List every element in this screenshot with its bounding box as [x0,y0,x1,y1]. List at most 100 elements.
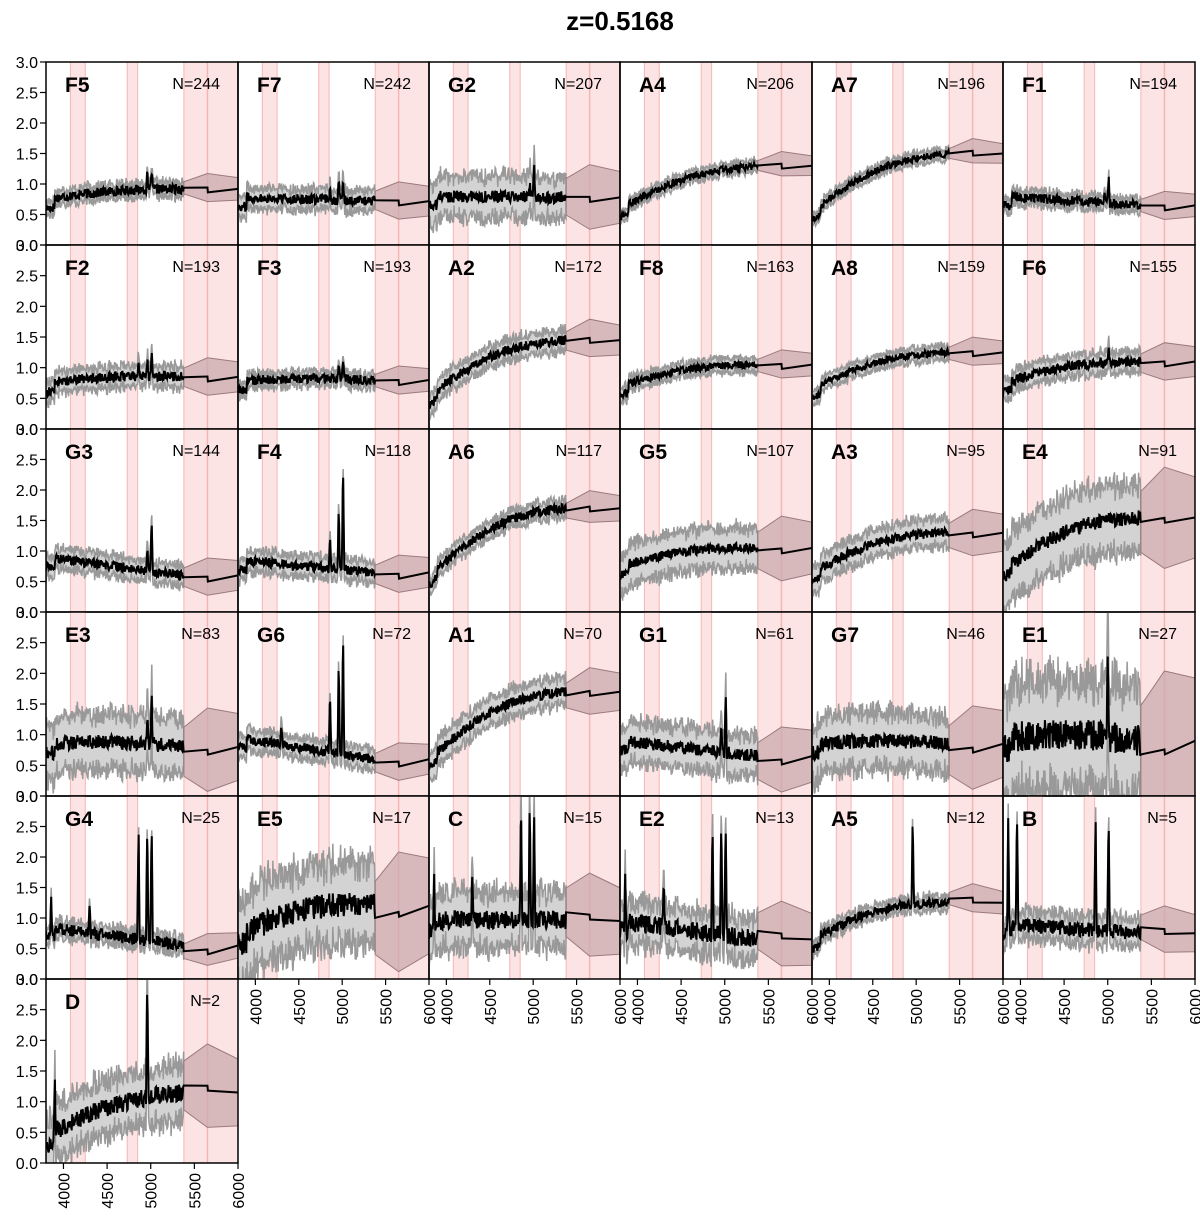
panel-count: N=193 [172,259,220,276]
wavelength-band [835,796,852,979]
x-tick-label: 5000 [144,1173,161,1209]
panel-count: N=72 [372,626,411,643]
panel-count: N=91 [1138,443,1177,460]
interpolated-band [183,557,238,596]
panel-A3: A3 N=95 [811,428,1004,613]
spread-band [238,635,376,775]
y-tick-label: 1.0 [16,361,38,378]
panel-A2: A2 N=172 [428,244,621,430]
median-spectrum-line [620,833,812,948]
panel-A6: A6 N=117 [428,428,621,613]
x-tick-label: 4000 [630,989,647,1025]
panel-label: F7 [257,74,282,97]
panel-F2: F2 N=193 0.0 0.5 1.0 1.5 2.0 2.5 3.0 [16,238,239,439]
panel-label: E5 [257,808,283,831]
wavelength-band [892,796,904,979]
panel-count: N=244 [172,76,220,93]
x-tick-label: 5000 [718,989,735,1025]
wavelength-band [126,429,139,612]
x-tick-label: 4500 [674,989,691,1025]
median-spectrum-line [812,731,1003,763]
interpolated-band [757,726,812,793]
x-tick-label: 4000 [1013,989,1030,1025]
median-spectrum-line [1003,347,1195,398]
panel-G4: G4 N=25 0.0 0.5 1.0 1.5 2.0 2.5 3.0 [16,789,239,989]
median-spectrum-line [46,352,238,400]
y-tick-label: 2.0 [16,1033,38,1050]
y-tick-label: 1.5 [16,881,38,898]
y-tick-label: 2.0 [16,666,38,683]
interpolated-band [183,707,238,792]
interpolated-band [948,508,1003,557]
y-tick-label: 0.5 [16,391,38,408]
panel-A8: A8 N=159 [811,244,1004,430]
x-tick-label: 6000 [231,1173,248,1209]
interpolated-band [374,742,429,781]
interpolated-band [948,138,1003,164]
panel-F3: F3 N=193 [237,244,430,430]
spread-band [1003,472,1142,612]
panel-label: F4 [257,441,282,464]
spread-band [1003,335,1142,407]
panel-label: F1 [1022,74,1047,97]
panel-G5: G5 N=107 [619,428,813,613]
x-tick-label: 4500 [483,989,500,1025]
panel-F8: F8 N=163 [619,244,813,430]
y-tick-label: 1.5 [16,330,38,347]
wavelength-band [700,62,713,245]
x-tick-label: 5500 [953,989,970,1025]
panel-G7: G7 N=46 [811,611,1004,797]
panel-count: N=5 [1147,810,1177,827]
interpolated-band [183,357,238,396]
interpolated-band [565,872,620,957]
interpolated-band [948,883,1003,915]
wavelength-band [318,612,330,796]
median-spectrum-line [46,994,238,1153]
panel-D: D N=2 0.0 0.5 1.0 1.5 2.0 2.5 3.0 4000 4500 5000 550… [16,972,248,1209]
y-tick-label: 1.5 [16,1064,38,1081]
y-tick-label: 1.0 [16,728,38,745]
x-tick-label: 4500 [866,989,883,1025]
spread-band [46,664,185,794]
panel-E4: E4 N=91 [1002,428,1196,613]
panel-count: N=155 [1129,259,1177,276]
panel-count: N=163 [746,259,794,276]
x-tick-label: 4000 [439,989,456,1025]
wavelength-band [757,245,812,429]
median-spectrum-line [429,164,620,212]
interpolated-band [757,150,812,177]
interpolated-band [757,900,812,967]
interpolated-band [183,173,238,203]
panel-count: N=144 [172,443,220,460]
panel-count: N=242 [363,76,411,93]
interpolated-band [374,851,429,973]
median-spectrum-line [238,477,429,580]
median-spectrum-line [1003,176,1195,212]
panel-count: N=207 [554,76,602,93]
y-tick-label: 1.5 [16,147,38,164]
panel-count: N=196 [937,76,985,93]
x-tick-label: 6000 [422,989,439,1025]
spread-band [1003,169,1142,219]
panel-label: A7 [831,74,858,97]
panel-label: F6 [1022,257,1047,280]
x-tick-label: 5500 [187,1173,204,1209]
y-tick-label: 0.0 [16,789,38,806]
spread-band [620,672,759,786]
median-spectrum-line [812,826,1003,953]
median-spectrum-line [429,813,620,939]
y-tick-label: 1.0 [16,177,38,194]
panel-count: N=118 [365,443,412,460]
y-tick-label: 2.5 [16,820,38,837]
interpolated-band [565,667,620,715]
panel-count: N=117 [556,443,603,460]
wavelength-band [318,245,330,429]
x-tick-label: 5000 [335,989,352,1025]
panel-count: N=61 [755,626,794,643]
panel-A4: A4 N=206 [619,61,813,246]
panel-count: N=107 [746,443,794,460]
y-tick-label: 2.5 [16,453,38,470]
y-tick-label: 3.0 [16,55,38,72]
panel-count: N=159 [937,259,985,276]
